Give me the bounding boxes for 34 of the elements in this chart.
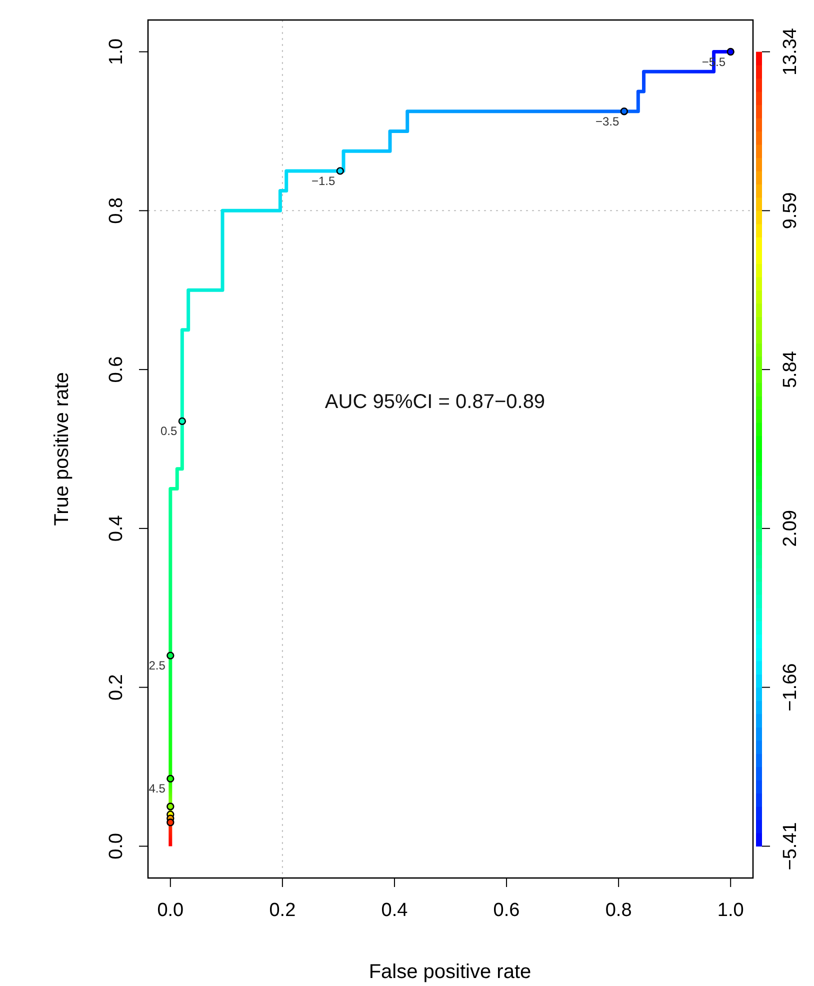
x-tick-label: 0.8 [605, 900, 632, 921]
color-bar-label: 2.09 [780, 510, 801, 547]
y-tick-label: 0.4 [106, 514, 127, 542]
y-axis-title: True positive rate [51, 372, 73, 526]
annotation: AUC 95%CI = 0.87−0.89 [324, 391, 546, 413]
point [166, 802, 174, 810]
y-tick-label: 0.6 [106, 356, 127, 383]
x-tick-label: 0.0 [157, 900, 184, 921]
y-tick-label: 0.0 [106, 833, 127, 860]
color-bar-label: 13.34 [780, 28, 801, 76]
color-bar-label: 5.84 [780, 350, 801, 388]
point [620, 108, 628, 116]
x-tick-label: 0.4 [381, 900, 408, 921]
x-axis-title: False positive rate [368, 961, 532, 983]
color-bar-label: −5.41 [780, 822, 801, 870]
point [336, 167, 344, 175]
y-tick-label: 1.0 [106, 38, 127, 65]
annotation: 2.5 [148, 658, 166, 673]
point [166, 818, 174, 826]
y-tick-label: 0.8 [106, 197, 127, 224]
x-tick-label: 0.6 [493, 900, 520, 921]
annotation: 0.5 [160, 424, 178, 438]
point [178, 417, 186, 426]
color-bar-label: 9.59 [780, 192, 801, 230]
point [726, 48, 734, 56]
x-tick-label: 1.0 [717, 900, 744, 921]
annotation: −3.5 [595, 114, 620, 128]
color-bar-label: −1.66 [780, 663, 801, 712]
annotation: 4.5 [148, 782, 166, 796]
x-tick-label: 0.2 [269, 900, 296, 921]
annotation: −1.5 [311, 174, 336, 188]
point [166, 774, 174, 783]
y-tick-label: 0.2 [106, 674, 127, 701]
point [166, 652, 174, 660]
